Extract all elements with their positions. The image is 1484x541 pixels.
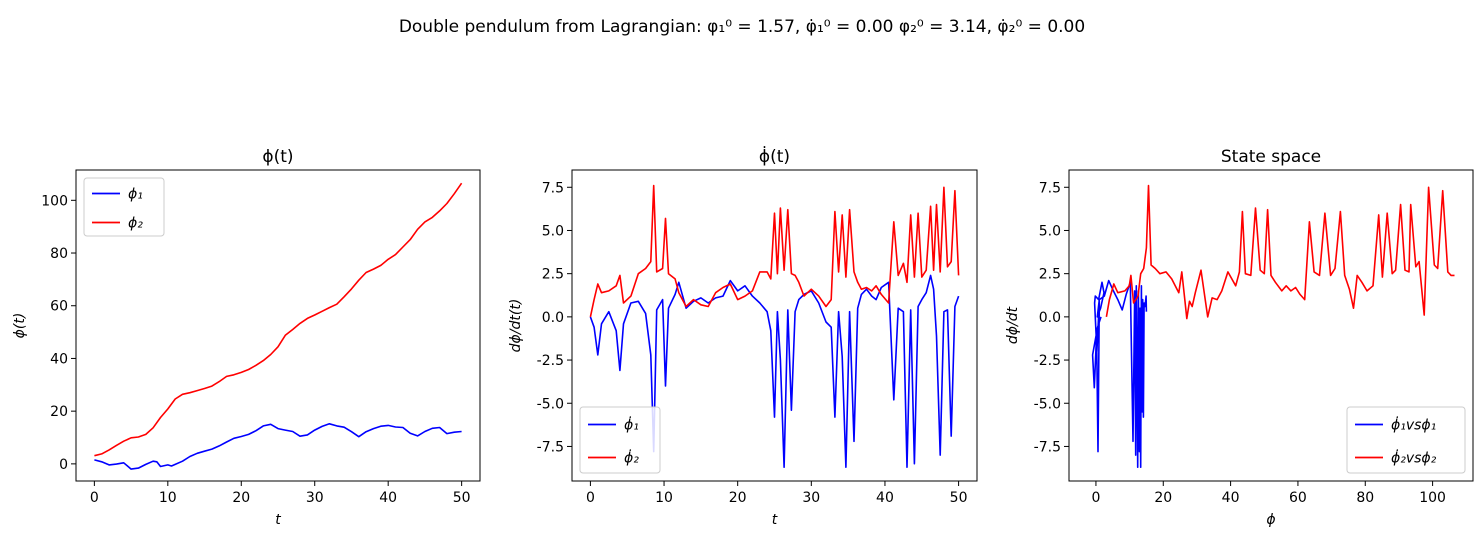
axes-frame [75, 169, 481, 482]
y-tick-label: 60 [50, 299, 68, 315]
legend-label-1: ϕ̇₁ [624, 416, 639, 434]
y-axis-label: ϕ(t) [12, 313, 28, 339]
x-tick-label: 100 [1419, 490, 1446, 506]
series-line-1 [589, 274, 960, 469]
series-line-2 [589, 184, 960, 318]
y-tick-label: 0.0 [1039, 310, 1061, 326]
x-tick-label: 10 [159, 490, 177, 506]
y-tick-label: 2.5 [542, 267, 564, 283]
y-axis-label: dϕ/dt(t) [508, 299, 524, 353]
y-tick-label: 5.0 [1039, 223, 1061, 239]
series-line-1 [94, 422, 462, 470]
legend: ϕ̇₁ ϕ̇₂ [579, 406, 661, 474]
x-tick-label: 50 [950, 490, 968, 506]
legend-label-2: ϕ̇₂ [624, 449, 639, 467]
y-tick-label: -7.5 [1034, 439, 1061, 455]
x-tick-label: 40 [876, 490, 894, 506]
y-tick-label: -5.0 [1034, 396, 1061, 412]
y-tick-label: -2.5 [1034, 353, 1061, 369]
x-tick-label: 40 [1222, 490, 1240, 506]
x-tick-label: 30 [306, 490, 324, 506]
figure-suptitle: Double pendulum from Lagrangian: φ₁⁰ = 1… [399, 17, 1085, 37]
y-tick-label: 100 [41, 193, 68, 209]
y-tick-label: 0 [59, 457, 68, 473]
legend: ϕ̇₁vsϕ₁ ϕ̇₂vsϕ₂ [1346, 406, 1466, 474]
legend-label-2: ϕ₂ [128, 216, 143, 232]
x-tick-label: 20 [1154, 490, 1172, 506]
chart-panel-1: 0 10 20 30 40 50 0 20 40 60 80 100 ϕ(t) t ϕ(t) ϕ₁ ϕ₂ [12, 147, 481, 528]
x-tick-label: 40 [379, 490, 397, 506]
chart-panel-2: 0 10 20 30 40 50 -7.5 -5.0 -2.5 0.0 2.5 5.0 7.5 ϕ̇(t)… [508, 144, 978, 528]
x-tick-label: 0 [1091, 490, 1100, 506]
axes-frame [571, 169, 978, 482]
y-tick-label: 40 [50, 351, 68, 367]
y-tick-label: 20 [50, 404, 68, 420]
chart-panels: 0 10 20 30 40 50 0 20 40 60 80 100 ϕ(t) t ϕ(t) ϕ₁ ϕ₂ 0 10 2… [12, 144, 1474, 528]
legend-box [83, 177, 165, 237]
y-tick-label: -7.5 [537, 439, 564, 455]
axes-frame [1068, 169, 1474, 482]
series-line-2 [94, 182, 463, 457]
legend: ϕ₁ ϕ₂ [83, 177, 165, 237]
chart-panel-3: 0 20 40 60 80 100 -7.5 -5.0 -2.5 0.0 2.5 5.0 7.5 Stat… [1005, 147, 1474, 528]
y-tick-label: 2.5 [1039, 267, 1061, 283]
x-tick-label: 50 [453, 490, 471, 506]
y-tick-label: 7.5 [1039, 180, 1061, 196]
x-tick-label: 10 [655, 490, 673, 506]
series-line-2 [1105, 184, 1455, 320]
legend-label-1: ϕ₁ [128, 187, 143, 203]
x-tick-label: 0 [90, 490, 99, 506]
series-line-1 [1091, 279, 1148, 469]
y-tick-label: 7.5 [542, 180, 564, 196]
y-tick-label: -2.5 [537, 353, 564, 369]
y-tick-label: 80 [50, 246, 68, 262]
y-axis-label: dϕ/dt [1005, 306, 1021, 344]
legend-label-1: ϕ̇₁vsϕ₁ [1391, 416, 1436, 434]
x-tick-label: 80 [1356, 490, 1374, 506]
x-axis-label: t [772, 512, 778, 528]
x-tick-label: 20 [232, 490, 250, 506]
x-axis-label: t [275, 512, 281, 528]
x-tick-label: 30 [802, 490, 820, 506]
x-axis-label: ϕ [1266, 512, 1275, 528]
x-tick-label: 20 [729, 490, 747, 506]
legend-box [1346, 406, 1466, 474]
legend-box [579, 406, 661, 474]
y-tick-label: 5.0 [542, 223, 564, 239]
legend-label-2: ϕ̇₂vsϕ₂ [1391, 449, 1437, 467]
panel-title: ϕ̇(t) [759, 144, 790, 167]
panel-title: State space [1221, 147, 1321, 167]
panel-title: ϕ(t) [262, 147, 293, 167]
y-tick-label: 0.0 [542, 310, 564, 326]
x-tick-label: 60 [1289, 490, 1307, 506]
y-tick-label: -5.0 [537, 396, 564, 412]
x-tick-label: 0 [586, 490, 595, 506]
